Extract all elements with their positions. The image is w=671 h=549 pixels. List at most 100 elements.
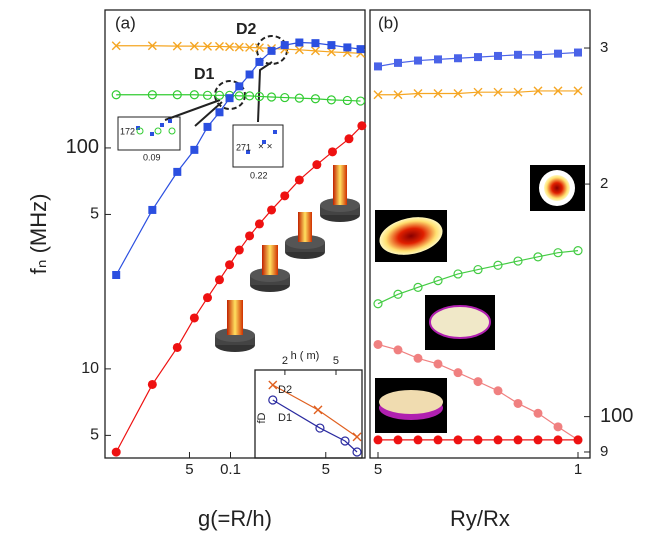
point bbox=[373, 299, 383, 309]
point bbox=[394, 58, 402, 67]
point bbox=[493, 386, 503, 396]
point bbox=[189, 313, 199, 323]
y-tick-label: 100 bbox=[600, 405, 633, 427]
annotation: 172 bbox=[120, 126, 135, 136]
series-line bbox=[116, 94, 361, 102]
point bbox=[111, 447, 121, 457]
point bbox=[433, 359, 443, 369]
point bbox=[493, 260, 503, 270]
point bbox=[340, 436, 350, 446]
point bbox=[373, 90, 383, 100]
cross-glyph: × × bbox=[258, 142, 273, 153]
point bbox=[433, 275, 443, 286]
point bbox=[343, 43, 352, 52]
point bbox=[294, 45, 304, 55]
point bbox=[147, 379, 157, 389]
point bbox=[280, 41, 289, 50]
point bbox=[513, 256, 523, 266]
legend-label: D1 bbox=[278, 412, 292, 424]
point bbox=[413, 353, 423, 363]
point bbox=[148, 205, 157, 214]
y-tick-label: 9 bbox=[600, 443, 608, 460]
annotation: D2 bbox=[236, 21, 257, 38]
point bbox=[172, 41, 182, 51]
point bbox=[344, 134, 354, 144]
point bbox=[225, 42, 235, 52]
point bbox=[434, 55, 442, 64]
panel-label: (b) bbox=[378, 13, 399, 32]
x-tick-label: 5 bbox=[322, 461, 330, 478]
point bbox=[373, 435, 383, 445]
point bbox=[255, 57, 264, 66]
point bbox=[294, 93, 304, 103]
point bbox=[573, 435, 583, 445]
point bbox=[310, 46, 320, 56]
x-axis-label: Ry/Rx bbox=[450, 506, 510, 531]
point bbox=[413, 88, 423, 98]
point bbox=[225, 94, 234, 103]
point bbox=[454, 54, 462, 63]
point bbox=[534, 50, 542, 59]
point bbox=[352, 432, 362, 442]
point bbox=[267, 205, 277, 215]
x-tick-label: 5 bbox=[333, 355, 339, 367]
point bbox=[374, 62, 382, 71]
point bbox=[313, 405, 323, 415]
point bbox=[326, 95, 337, 105]
point bbox=[294, 175, 304, 185]
point bbox=[234, 42, 244, 52]
point bbox=[111, 90, 121, 100]
x-tick-label: 5 bbox=[374, 461, 382, 478]
legend-label: D2 bbox=[278, 384, 292, 396]
x-tick-label: 0.1 bbox=[220, 461, 241, 478]
inset-x-label: h ( m) bbox=[291, 350, 320, 362]
point bbox=[473, 264, 483, 275]
y-tick-label: 3 bbox=[600, 39, 608, 56]
decorations: × × bbox=[117, 35, 585, 433]
series-line bbox=[272, 399, 358, 453]
point bbox=[266, 92, 277, 102]
point bbox=[513, 435, 523, 445]
point bbox=[173, 167, 182, 176]
point bbox=[254, 91, 265, 102]
point bbox=[514, 50, 522, 59]
inset-y-label: fD bbox=[256, 412, 268, 423]
point bbox=[327, 147, 337, 157]
point bbox=[203, 122, 212, 131]
point bbox=[474, 53, 482, 62]
point bbox=[190, 145, 199, 154]
point bbox=[533, 435, 543, 445]
point bbox=[494, 51, 502, 60]
annotation: D1 bbox=[194, 66, 215, 83]
point bbox=[214, 90, 225, 100]
annotation: 0.22 bbox=[250, 170, 268, 180]
series-line bbox=[377, 250, 579, 305]
point bbox=[473, 87, 483, 97]
point bbox=[393, 435, 403, 445]
point bbox=[203, 41, 212, 51]
mode-images bbox=[375, 165, 585, 433]
point bbox=[413, 282, 423, 292]
panel: 5 1 3 2 100 9 bbox=[369, 9, 633, 478]
x-tick-label: 2 bbox=[282, 355, 288, 367]
point bbox=[254, 43, 264, 53]
point bbox=[573, 86, 583, 96]
point bbox=[268, 380, 278, 390]
point bbox=[202, 90, 213, 100]
x-tick-label: 5 bbox=[185, 461, 193, 478]
point bbox=[433, 435, 443, 445]
point bbox=[315, 423, 325, 433]
annotation: 271 bbox=[236, 142, 251, 152]
point bbox=[245, 231, 255, 241]
y-tick-label: 10 bbox=[81, 360, 99, 377]
point bbox=[225, 260, 235, 270]
point bbox=[533, 408, 543, 418]
disk-illustrations bbox=[215, 165, 360, 352]
y-tick-label: 5 bbox=[90, 427, 99, 444]
point bbox=[393, 90, 403, 100]
x-tick-label: 1 bbox=[574, 461, 582, 478]
point bbox=[189, 90, 199, 100]
panel: 2 5 D2 D1 bbox=[254, 355, 363, 459]
point bbox=[311, 39, 320, 48]
